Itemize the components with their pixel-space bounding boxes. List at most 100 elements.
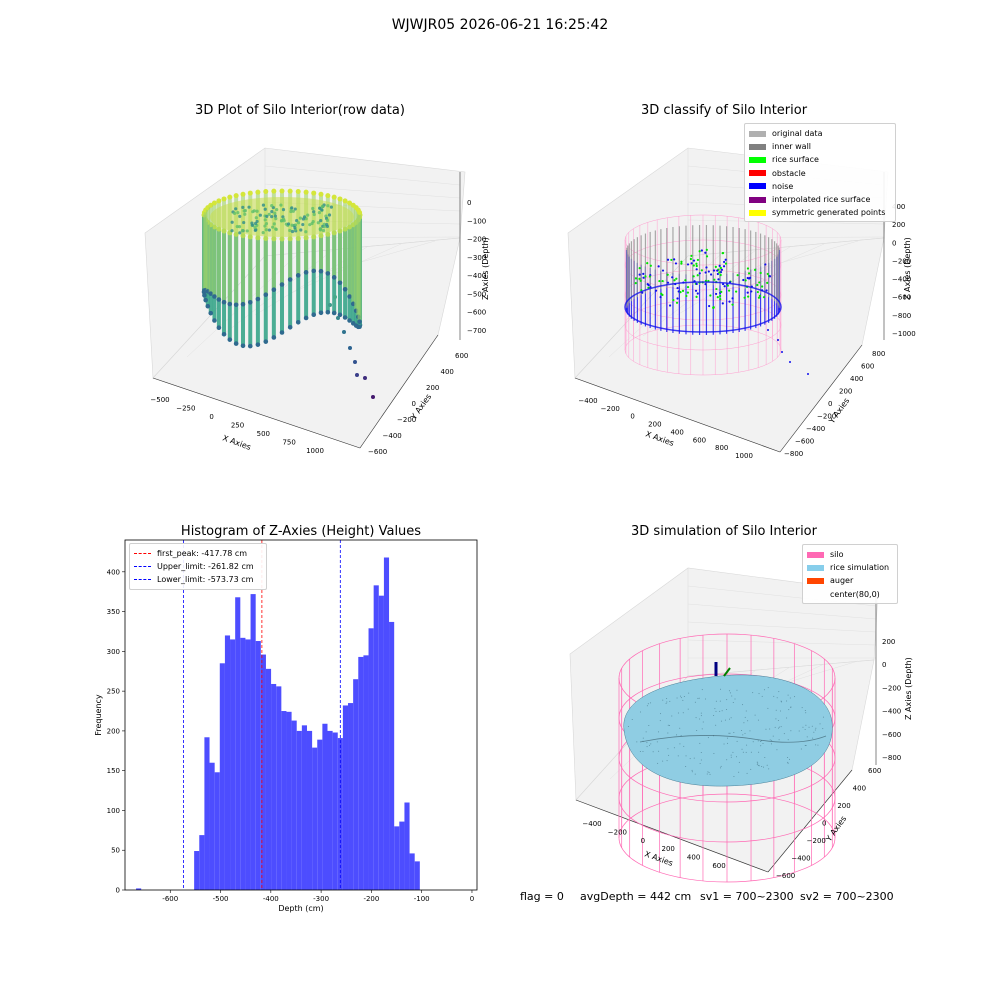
simulation-xlabel: X Axies bbox=[643, 849, 674, 868]
histogram-bar bbox=[404, 802, 410, 890]
histogram-x-tick-label: -100 bbox=[414, 895, 430, 903]
classify-z-tick-label: −800 bbox=[892, 312, 911, 320]
raw-z-tick-label: 0 bbox=[467, 199, 471, 207]
raw-zlabel: Z Axies (Depth) bbox=[481, 237, 490, 300]
simulation-z-tick-label: −600 bbox=[882, 731, 901, 739]
legend-label: original data bbox=[772, 129, 823, 139]
histogram-ylabel: Frequency bbox=[94, 694, 103, 736]
center-marker bbox=[723, 667, 731, 677]
histogram-bar bbox=[194, 851, 200, 890]
silo-ring bbox=[618, 713, 836, 803]
legend-item: original data bbox=[749, 127, 891, 140]
classify-legend: original data inner wall rice surface obsta… bbox=[744, 123, 896, 223]
simulation-ylabel: Y Axies bbox=[824, 814, 849, 844]
histogram-bar bbox=[286, 711, 292, 890]
legend-item: silo bbox=[807, 548, 893, 561]
legend-item: obstacle bbox=[749, 167, 891, 180]
histogram-bar bbox=[342, 705, 349, 890]
raw-y-tick-label: −600 bbox=[368, 448, 387, 456]
simulation-x-tick-label: −400 bbox=[582, 820, 601, 828]
histogram-bar bbox=[245, 639, 251, 890]
classify-y-tick-label: 800 bbox=[872, 350, 885, 358]
legend-label: center(80,0) bbox=[830, 589, 880, 599]
legend-item: auger bbox=[807, 574, 893, 587]
legend-swatch bbox=[807, 577, 824, 584]
raw-y-tick-label: 400 bbox=[441, 368, 454, 376]
legend-label: Upper_limit: -261.82 cm bbox=[157, 562, 254, 572]
legend-item: rice surface bbox=[749, 153, 891, 166]
histogram-legend-item: Lower_limit: -573.73 cm bbox=[134, 573, 262, 586]
histogram-bar bbox=[199, 835, 205, 890]
histogram-bar bbox=[250, 594, 256, 890]
histogram-bar bbox=[368, 628, 374, 890]
simulation-z-tick-label: −200 bbox=[882, 684, 901, 692]
legend-label: rice surface bbox=[772, 155, 819, 165]
classify-z-tick-label: −600 bbox=[892, 294, 911, 302]
silo-ring bbox=[618, 793, 836, 883]
histogram-bar bbox=[317, 739, 323, 890]
histogram-bar bbox=[214, 772, 220, 890]
histogram-bar bbox=[414, 861, 420, 890]
classify-x-tick-label: 1000 bbox=[735, 452, 753, 460]
histogram-bar bbox=[219, 663, 225, 890]
histogram-xlabel: Depth (cm) bbox=[278, 904, 323, 913]
simulation-z-tick-label: 0 bbox=[882, 661, 886, 669]
flag-text: flag = 0 bbox=[520, 890, 564, 903]
histogram-legend-item: Upper_limit: -261.82 cm bbox=[134, 560, 262, 573]
raw-x-tick-label: 0 bbox=[209, 413, 213, 421]
legend-swatch bbox=[807, 591, 824, 597]
raw-z-tick-label: −700 bbox=[467, 327, 486, 335]
rice-surface bbox=[623, 674, 833, 787]
classify-z-tick-label: −200 bbox=[892, 257, 911, 265]
raw-y-tick-label: 200 bbox=[426, 384, 439, 392]
histogram-y-tick-label: 50 bbox=[111, 847, 120, 855]
histogram-bar bbox=[389, 621, 395, 890]
histogram-bar bbox=[301, 725, 307, 890]
histogram-bar bbox=[276, 686, 282, 890]
classify-y-tick-label: −400 bbox=[806, 425, 825, 433]
histogram-x-tick-label: -600 bbox=[162, 895, 178, 903]
histogram-legend-item: first_peak: -417.78 cm bbox=[134, 547, 262, 560]
legend-line-swatch bbox=[134, 579, 151, 581]
raw-x-tick-label: 1000 bbox=[306, 447, 324, 455]
histogram-bar bbox=[353, 679, 359, 890]
histogram-bar bbox=[235, 597, 241, 890]
legend-swatch bbox=[749, 196, 766, 203]
sv2-text: sv2 = 700~2300 bbox=[800, 890, 894, 903]
classify-z-tick-label: −400 bbox=[892, 276, 911, 284]
histogram-bar bbox=[378, 595, 384, 890]
classify-x-tick-label: −400 bbox=[578, 397, 597, 405]
histogram-bar bbox=[209, 762, 215, 890]
legend-label: silo bbox=[830, 550, 844, 560]
legend-swatch bbox=[749, 170, 766, 177]
histogram-bar bbox=[230, 639, 236, 890]
raw-z-tick-label: −500 bbox=[467, 290, 486, 298]
histogram-y-tick-label: 100 bbox=[107, 807, 120, 815]
simulation-y-tick-label: 0 bbox=[822, 820, 826, 828]
legend-item: interpolated rice surface bbox=[749, 193, 891, 206]
histogram-y-tick-label: 200 bbox=[107, 727, 120, 735]
simulation-y-tick-label: 400 bbox=[853, 785, 866, 793]
simulation-z-tick-label: 200 bbox=[882, 638, 895, 646]
histogram-bar bbox=[281, 711, 287, 890]
simulation-z-tick-label: −400 bbox=[882, 708, 901, 716]
simulation-y-tick-label: −600 bbox=[776, 872, 795, 880]
silo-ring bbox=[618, 673, 836, 763]
histogram-bar bbox=[348, 703, 354, 890]
raw-ylabel: Y Axies bbox=[409, 392, 434, 422]
raw-x-tick-label: 750 bbox=[282, 439, 295, 447]
classify-x-tick-label: 800 bbox=[715, 444, 728, 452]
classify-xlabel: X Axies bbox=[644, 429, 675, 448]
legend-swatch bbox=[807, 551, 824, 558]
histogram-bar bbox=[399, 821, 405, 890]
rice-contour bbox=[639, 735, 827, 743]
legend-swatch bbox=[749, 183, 766, 190]
classify-y-tick-label: −800 bbox=[784, 450, 803, 458]
simulation-zlabel: Z Axies (Depth) bbox=[904, 657, 913, 720]
simulation-plot-title: 3D simulation of Silo Interior bbox=[631, 524, 817, 539]
raw-y-tick-label: 0 bbox=[412, 400, 416, 408]
classify-z-tick-label: 200 bbox=[892, 221, 905, 229]
silo-ring bbox=[618, 633, 836, 723]
simulation-y-tick-label: −400 bbox=[791, 855, 810, 863]
histogram-bar bbox=[332, 732, 338, 890]
